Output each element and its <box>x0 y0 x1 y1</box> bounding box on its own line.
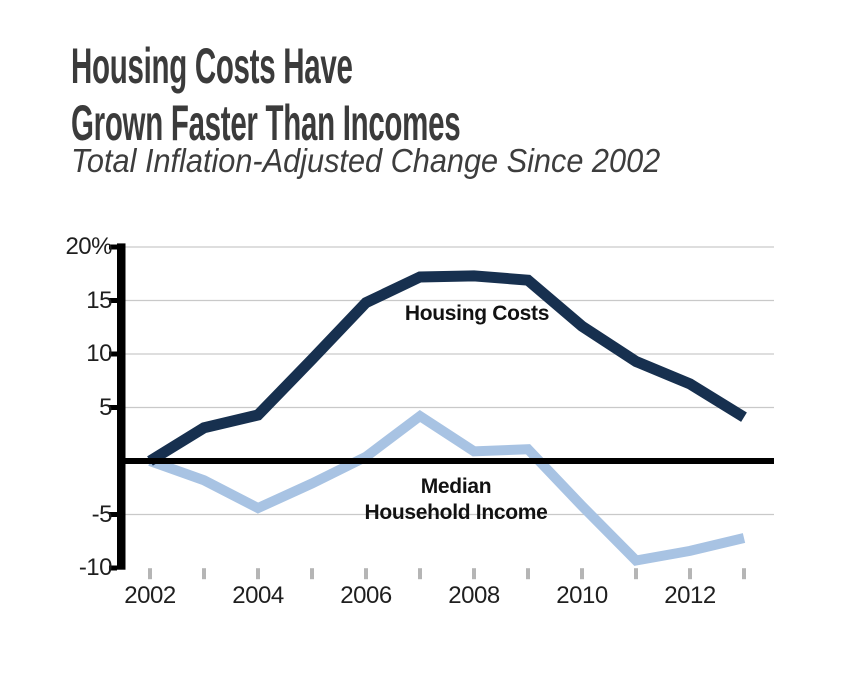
x-tick-label: 2004 <box>232 582 284 609</box>
y-tick-mark <box>109 565 117 571</box>
chart-subtitle: Total Inflation-Adjusted Change Since 20… <box>71 142 661 179</box>
x-tick-label: 2008 <box>448 582 500 609</box>
median-income-series-label: Median Household Income <box>306 474 606 525</box>
y-tick-mark <box>109 244 117 250</box>
series-line-housing-costs <box>147 270 747 466</box>
y-tick-mark <box>109 298 117 303</box>
y-tick-label: 5 <box>99 393 112 421</box>
y-axis-line <box>117 243 126 570</box>
median-income-series-label-line2: Household Income <box>364 500 548 524</box>
x-tick-label: 2010 <box>556 582 608 609</box>
chart-title-line1: Housing Costs Have <box>71 38 353 94</box>
housing-costs-series-label: Housing Costs <box>404 302 550 325</box>
y-tick-mark <box>109 405 117 410</box>
y-tick-label: 10 <box>86 340 112 367</box>
y-tick-label: -5 <box>91 500 113 528</box>
y-tick-mark <box>109 351 117 357</box>
y-tick-label: 20% <box>65 233 112 260</box>
y-tick-label: -10 <box>78 554 113 581</box>
x-tick-label: 2012 <box>664 582 716 609</box>
series-line-median-household-income <box>148 409 746 566</box>
chart-title: Housing Costs Have Grown Faster Than Inc… <box>71 38 461 152</box>
median-income-series-label-line1: Median <box>420 475 492 498</box>
chart-title-line2: Grown Faster Than Incomes <box>71 95 461 151</box>
x-tick-label: 2006 <box>340 582 392 609</box>
y-tick-label: 15 <box>86 286 112 314</box>
x-tick-label: 2002 <box>124 582 176 609</box>
y-tick-mark <box>109 512 117 517</box>
